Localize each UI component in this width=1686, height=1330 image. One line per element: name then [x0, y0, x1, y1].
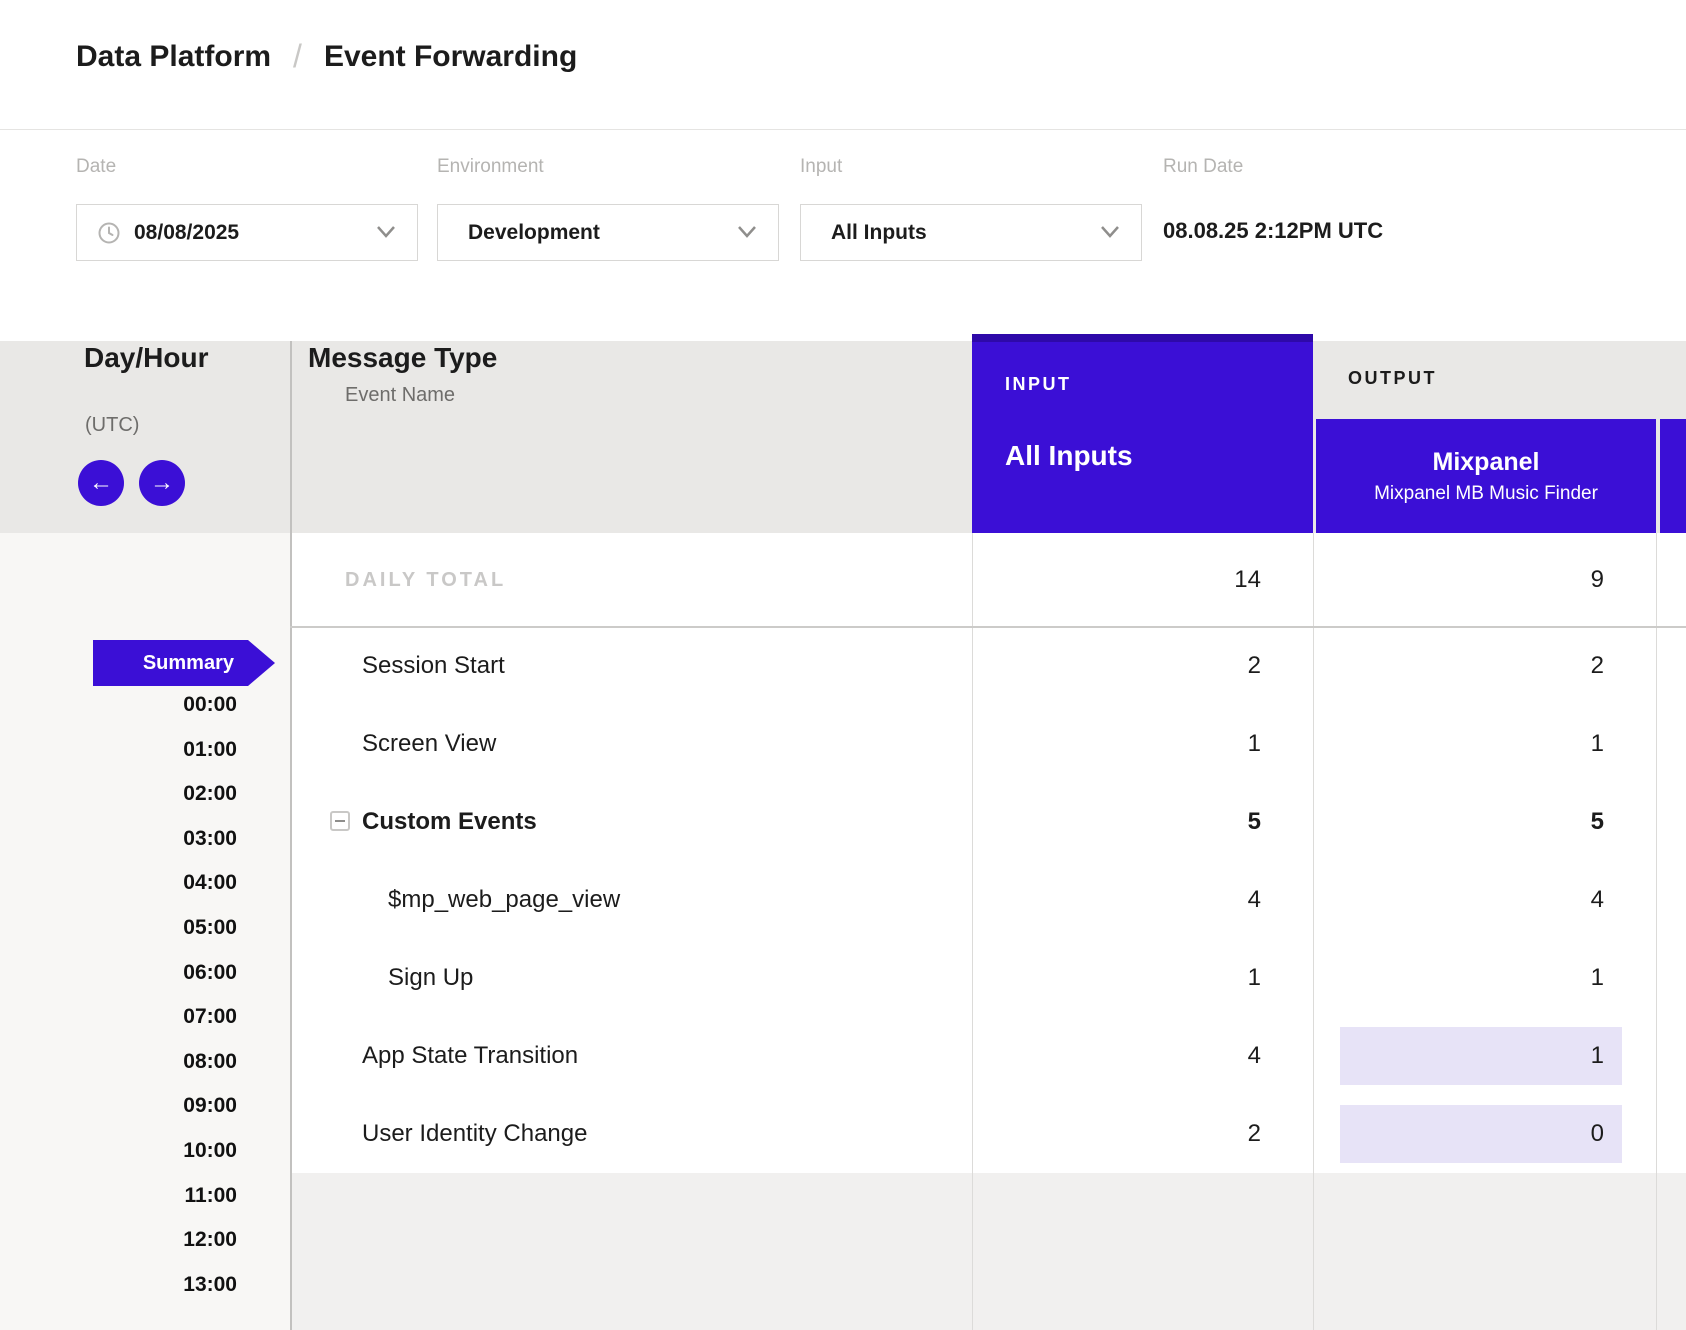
- hour-label[interactable]: 11:00: [184, 1183, 237, 1207]
- daily-total-input-value: 14: [1234, 566, 1261, 593]
- output-count: 1: [1590, 964, 1604, 991]
- input-count: 5: [1247, 808, 1261, 835]
- event-name: Sign Up: [388, 964, 474, 991]
- table-row: Session Start 2 2: [290, 627, 1686, 705]
- collapse-toggle-icon[interactable]: [330, 811, 350, 831]
- hour-label[interactable]: 04:00: [183, 871, 237, 895]
- input-count: 4: [1247, 1042, 1261, 1069]
- daily-total-divider: [290, 626, 1686, 628]
- input-section-label: INPUT: [1005, 374, 1072, 394]
- output-connection-subtitle: Mixpanel MB Music Finder: [1374, 482, 1598, 504]
- output-column-header[interactable]: Mixpanel Mixpanel MB Music Finder: [1316, 419, 1656, 533]
- next-day-button[interactable]: →: [139, 460, 185, 506]
- grid-line: [972, 533, 973, 1330]
- table-row: App State Transition 4 1: [290, 1017, 1686, 1095]
- hour-label[interactable]: 02:00: [183, 782, 237, 806]
- table-row: Screen View 1 1: [290, 705, 1686, 783]
- run-date-label: Run Date: [1163, 156, 1244, 177]
- input-count: 2: [1247, 652, 1261, 679]
- clock-icon: [98, 222, 120, 244]
- hour-label[interactable]: 10:00: [183, 1139, 237, 1162]
- date-dropdown[interactable]: 08/08/2025: [76, 204, 418, 261]
- event-name: Session Start: [362, 652, 505, 679]
- next-output-column-partial: [1660, 419, 1686, 533]
- run-date-value: 08.08.25 2:12PM UTC: [1163, 218, 1384, 243]
- daily-total-label: DAILY TOTAL: [345, 569, 507, 591]
- output-connection-title: Mixpanel: [1432, 447, 1540, 476]
- input-column-header[interactable]: INPUT All Inputs: [972, 334, 1313, 533]
- summary-flag[interactable]: Summary: [93, 640, 275, 686]
- environment-dropdown[interactable]: Development: [437, 204, 779, 261]
- hour-label[interactable]: 06:00: [183, 960, 237, 984]
- summary-label: Summary: [142, 652, 234, 674]
- input-count: 1: [1247, 730, 1261, 757]
- date-value: 08/08/2025: [134, 220, 240, 244]
- environment-value: Development: [468, 220, 600, 244]
- message-type-title: Message Type: [308, 342, 498, 373]
- breadcrumb-section[interactable]: Data Platform: [76, 39, 272, 73]
- hour-label[interactable]: 13:00: [183, 1272, 237, 1296]
- grid-line: [1313, 533, 1314, 1330]
- environment-label: Environment: [437, 156, 544, 177]
- header-divider: [0, 129, 1686, 130]
- input-label: Input: [800, 156, 843, 177]
- message-type-subtitle: Event Name: [345, 384, 456, 406]
- hour-label[interactable]: 00:00: [183, 693, 237, 716]
- minus-icon: [335, 820, 345, 822]
- day-hour-column-divider: [290, 341, 292, 1330]
- breadcrumb-separator: /: [293, 38, 302, 74]
- day-hour-subtitle: (UTC): [85, 414, 140, 436]
- breadcrumb: Data Platform / Event Forwarding: [0, 0, 1686, 130]
- page-title: Event Forwarding: [323, 39, 578, 73]
- table-row: Custom Events 5 5: [290, 783, 1686, 861]
- table-footer-area: [291, 1173, 1686, 1330]
- daily-total-output-value: 9: [1590, 566, 1604, 593]
- hour-list: 00:00 01:00 02:00 03:00 04:00 05:00 06:00 07:00…: [0, 533, 260, 1296]
- table-row: Sign Up 1 1: [290, 939, 1686, 1017]
- table-row: $mp_web_page_view 4 4: [290, 861, 1686, 939]
- output-count: 1: [1590, 730, 1604, 757]
- hour-label[interactable]: 05:00: [183, 916, 237, 939]
- date-label: Date: [76, 156, 117, 177]
- table-row: User Identity Change 2 0: [290, 1095, 1686, 1173]
- chevron-down-icon: [738, 225, 756, 238]
- grid-line: [1656, 533, 1657, 1330]
- arrow-right-icon: →: [150, 469, 174, 496]
- output-section-label: OUTPUT: [1348, 368, 1437, 388]
- output-count-highlighted: 1: [1316, 1017, 1656, 1095]
- chevron-down-icon: [377, 225, 395, 238]
- hour-label[interactable]: 03:00: [183, 826, 237, 850]
- daily-total-row: DAILY TOTAL 14 9: [290, 533, 1686, 627]
- chevron-down-icon: [1101, 225, 1119, 238]
- output-count: 4: [1590, 886, 1604, 913]
- arrow-left-icon: ←: [89, 469, 113, 496]
- input-count: 4: [1247, 886, 1261, 913]
- input-dropdown[interactable]: All Inputs: [800, 204, 1142, 261]
- input-count: 1: [1247, 964, 1261, 991]
- event-name: $mp_web_page_view: [388, 886, 621, 913]
- output-count: 5: [1590, 808, 1604, 835]
- hour-label[interactable]: 09:00: [183, 1094, 237, 1118]
- event-name: Screen View: [362, 730, 497, 757]
- hour-label[interactable]: 12:00: [183, 1228, 237, 1252]
- event-name: Custom Events: [362, 808, 537, 835]
- event-name: User Identity Change: [362, 1120, 588, 1147]
- day-hour-title: Day/Hour: [84, 342, 209, 373]
- input-count: 2: [1247, 1120, 1261, 1147]
- hour-label[interactable]: 07:00: [183, 1005, 237, 1029]
- prev-day-button[interactable]: ←: [78, 460, 124, 506]
- input-value: All Inputs: [831, 220, 927, 244]
- input-column-name: All Inputs: [1005, 440, 1133, 471]
- hour-label[interactable]: 01:00: [183, 737, 237, 761]
- output-count: 2: [1590, 652, 1604, 679]
- event-name: App State Transition: [362, 1042, 579, 1069]
- output-count-highlighted: 0: [1316, 1095, 1656, 1173]
- hour-label[interactable]: 08:00: [183, 1049, 237, 1073]
